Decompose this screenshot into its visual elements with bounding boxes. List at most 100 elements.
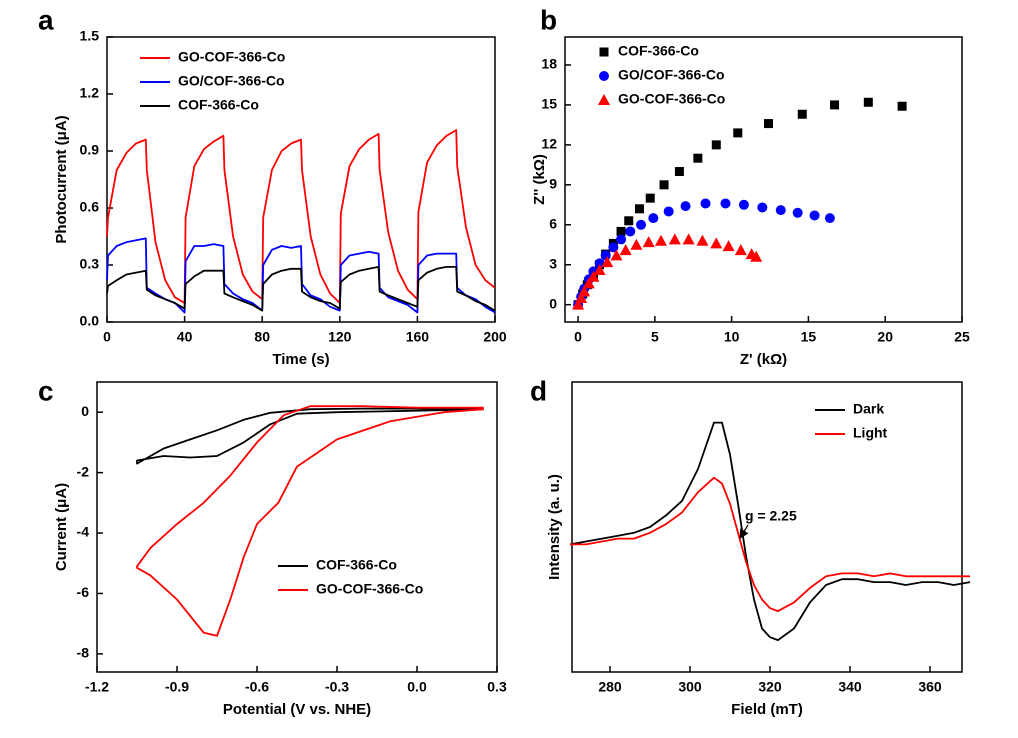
x-axis-label: Time (s) bbox=[272, 351, 329, 368]
annotation: g = 2.25 bbox=[745, 508, 797, 524]
data-point bbox=[682, 233, 695, 245]
data-point bbox=[625, 226, 636, 237]
y-tick-label: 12 bbox=[541, 136, 557, 152]
x-tick-label: 280 bbox=[598, 679, 622, 695]
x-tick-label: 320 bbox=[758, 679, 782, 695]
y-axis-label: Intensity (a. u.) bbox=[546, 474, 563, 580]
data-point bbox=[792, 207, 803, 218]
x-tick-label: 10 bbox=[724, 329, 740, 345]
panel-label: a bbox=[38, 4, 54, 35]
x-tick-label: 300 bbox=[678, 679, 702, 695]
y-tick-label: 0.0 bbox=[80, 313, 100, 329]
legend-label: Light bbox=[853, 425, 888, 441]
x-axis-label: Z' (kΩ) bbox=[740, 351, 787, 368]
data-point bbox=[824, 213, 835, 224]
x-axis-label: Field (mT) bbox=[731, 701, 803, 718]
data-line bbox=[570, 476, 970, 612]
data-point bbox=[710, 237, 723, 249]
data-point bbox=[659, 180, 669, 190]
data-point bbox=[575, 292, 588, 304]
y-tick-label: 18 bbox=[541, 56, 557, 72]
x-tick-label: 0.3 bbox=[487, 679, 507, 695]
legend-label: GO-COF-366-Co bbox=[178, 49, 285, 65]
y-axis-label: Photocurrent (μA) bbox=[53, 115, 70, 243]
data-point bbox=[897, 101, 907, 111]
plot-frame bbox=[96, 381, 498, 673]
y-tick-label: 1.5 bbox=[80, 28, 100, 44]
plot-frame bbox=[571, 381, 963, 673]
data-point bbox=[616, 234, 627, 245]
data-point bbox=[700, 198, 711, 209]
data-point bbox=[775, 205, 786, 216]
x-tick-label: 40 bbox=[177, 329, 193, 345]
legend-label: GO-COF-366-Co bbox=[618, 91, 725, 107]
x-tick-label: -0.3 bbox=[325, 679, 349, 695]
legend-label: GO/COF-366-Co bbox=[618, 67, 725, 83]
data-point bbox=[711, 140, 721, 150]
data-point bbox=[624, 216, 634, 226]
y-axis-label: Current (μA) bbox=[53, 483, 70, 571]
x-tick-label: 0 bbox=[574, 329, 582, 345]
y-tick-label: -6 bbox=[77, 584, 90, 600]
data-point bbox=[733, 128, 743, 138]
x-tick-label: 0.0 bbox=[407, 679, 427, 695]
data-point bbox=[642, 236, 655, 248]
y-tick-label: 1.2 bbox=[80, 85, 100, 101]
x-tick-label: 360 bbox=[918, 679, 942, 695]
x-tick-label: 80 bbox=[254, 329, 270, 345]
x-tick-label: 160 bbox=[406, 329, 430, 345]
x-axis-label: Potential (V vs. NHE) bbox=[223, 701, 371, 718]
plot-frame bbox=[564, 36, 963, 323]
panel-label: c bbox=[38, 375, 54, 406]
data-point bbox=[696, 234, 709, 246]
data-point bbox=[693, 153, 703, 163]
data-line bbox=[569, 421, 971, 641]
data-point bbox=[809, 210, 820, 221]
data-point bbox=[634, 204, 644, 214]
data-point bbox=[863, 97, 873, 107]
data-line bbox=[106, 129, 496, 304]
data-point bbox=[668, 233, 681, 245]
y-tick-label: -4 bbox=[77, 524, 90, 540]
data-point bbox=[720, 198, 731, 209]
data-point bbox=[830, 100, 840, 110]
y-tick-label: 0 bbox=[81, 403, 89, 419]
data-point bbox=[797, 109, 807, 119]
panel-label: d bbox=[530, 375, 547, 406]
data-point bbox=[619, 244, 632, 256]
x-tick-label: -1.2 bbox=[85, 679, 109, 695]
x-tick-label: 0 bbox=[103, 329, 111, 345]
data-point bbox=[578, 285, 591, 297]
data-point bbox=[654, 234, 667, 246]
y-tick-label: 0.9 bbox=[80, 142, 100, 158]
x-tick-label: 25 bbox=[954, 329, 970, 345]
data-point bbox=[572, 298, 585, 310]
data-point bbox=[608, 242, 619, 253]
x-tick-label: 15 bbox=[801, 329, 817, 345]
x-tick-label: 200 bbox=[483, 329, 507, 345]
y-tick-label: 15 bbox=[541, 96, 557, 112]
x-tick-label: -0.9 bbox=[165, 679, 189, 695]
legend-label: Dark bbox=[853, 401, 884, 417]
data-line bbox=[106, 266, 496, 312]
y-tick-label: 0.6 bbox=[80, 199, 100, 215]
data-point bbox=[610, 249, 623, 261]
x-tick-label: 20 bbox=[877, 329, 893, 345]
data-line bbox=[136, 407, 484, 465]
plot-frame bbox=[106, 36, 496, 323]
data-point bbox=[734, 244, 747, 256]
data-point bbox=[750, 250, 763, 262]
legend-label: COF-366-Co bbox=[178, 97, 259, 113]
legend-swatch bbox=[599, 47, 609, 57]
data-point bbox=[722, 240, 735, 252]
data-point bbox=[636, 219, 647, 230]
x-tick-label: 340 bbox=[838, 679, 862, 695]
data-point bbox=[757, 202, 768, 213]
data-point bbox=[763, 119, 773, 129]
legend-label: GO/COF-366-Co bbox=[178, 73, 285, 89]
legend-label: GO-COF-366-Co bbox=[316, 581, 423, 597]
annotation-arrow bbox=[739, 524, 749, 540]
y-tick-label: 3 bbox=[549, 255, 557, 271]
data-point bbox=[680, 201, 691, 212]
